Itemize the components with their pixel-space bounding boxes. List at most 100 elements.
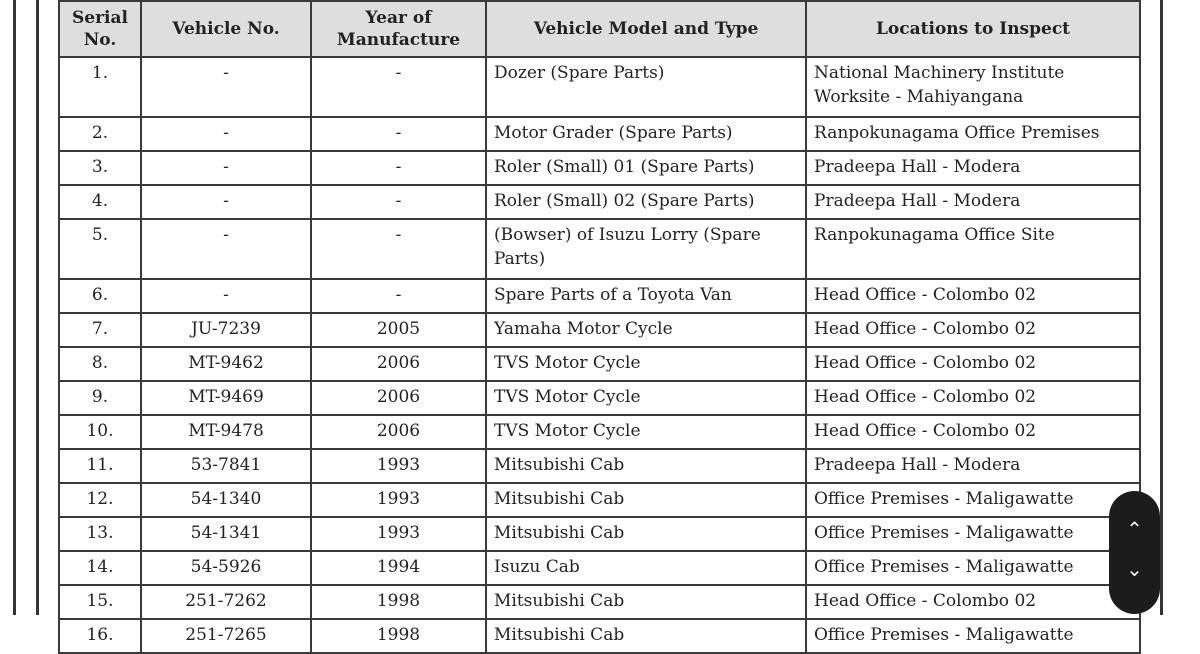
location-cell: Head Office - Colombo 02: [805, 380, 1141, 416]
model-cell: Yamaha Motor Cycle: [485, 312, 807, 348]
model-cell: (Bowser) of Isuzu Lorry (Spare Parts): [485, 218, 807, 280]
vehicle-no-cell: -: [140, 56, 312, 118]
model-cell: Mitsubishi Cab: [485, 618, 807, 654]
vehicle-no-cell: 251-7262: [140, 584, 312, 620]
year-cell: 1993: [310, 482, 487, 518]
year-cell: 1998: [310, 584, 487, 620]
model-cell: TVS Motor Cycle: [485, 380, 807, 416]
column-header: Serial No.: [58, 0, 142, 58]
model-cell: Spare Parts of a Toyota Van: [485, 278, 807, 314]
table-row: 10. MT-9478 2006 TVS Motor Cycle Head Office…: [58, 414, 1141, 450]
page-border-line: [36, 0, 39, 615]
vehicle-no-cell: 54-5926: [140, 550, 312, 586]
serial-cell: 1.: [58, 56, 142, 118]
serial-cell: 3.: [58, 150, 142, 186]
model-cell: Mitsubishi Cab: [485, 448, 807, 484]
model-cell: Mitsubishi Cab: [485, 584, 807, 620]
location-cell: Office Premises - Maligawatte: [805, 516, 1141, 552]
vehicle-no-cell: MT-9478: [140, 414, 312, 450]
location-cell: Head Office - Colombo 02: [805, 346, 1141, 382]
vehicle-no-cell: -: [140, 278, 312, 314]
vehicle-no-cell: -: [140, 116, 312, 152]
serial-cell: 7.: [58, 312, 142, 348]
vehicle-no-cell: JU-7239: [140, 312, 312, 348]
year-cell: 2006: [310, 380, 487, 416]
table-row: 14. 54-5926 1994 Isuzu Cab Office Premises -…: [58, 550, 1141, 586]
serial-cell: 4.: [58, 184, 142, 220]
page-border-line: [13, 0, 16, 615]
year-cell: 1998: [310, 618, 487, 654]
table-row: 6. - - Spare Parts of a Toyota Van Head Offi…: [58, 278, 1141, 314]
serial-cell: 8.: [58, 346, 142, 382]
serial-cell: 11.: [58, 448, 142, 484]
location-cell: Head Office - Colombo 02: [805, 414, 1141, 450]
table-row: 1. - - Dozer (Spare Parts) National Machiner…: [58, 56, 1141, 118]
serial-cell: 13.: [58, 516, 142, 552]
serial-cell: 14.: [58, 550, 142, 586]
vehicle-no-cell: -: [140, 184, 312, 220]
location-cell: Head Office - Colombo 02: [805, 278, 1141, 314]
model-cell: Roler (Small) 02 (Spare Parts): [485, 184, 807, 220]
year-cell: 2005: [310, 312, 487, 348]
year-cell: -: [310, 150, 487, 186]
model-cell: Mitsubishi Cab: [485, 516, 807, 552]
location-cell: Ranpokunagama Office Premises: [805, 116, 1141, 152]
column-header: Vehicle No.: [140, 0, 312, 58]
model-cell: TVS Motor Cycle: [485, 414, 807, 450]
location-cell: Head Office - Colombo 02: [805, 312, 1141, 348]
vehicle-no-cell: MT-9469: [140, 380, 312, 416]
chevron-up-icon[interactable]: ⌃: [1126, 517, 1143, 541]
table-row: 7. JU-7239 2005 Yamaha Motor Cycle Head Offi…: [58, 312, 1141, 348]
serial-cell: 5.: [58, 218, 142, 280]
table-row: 16. 251-7265 1998 Mitsubishi Cab Office Prem…: [58, 618, 1141, 654]
year-cell: -: [310, 218, 487, 280]
year-cell: -: [310, 56, 487, 118]
year-cell: 2006: [310, 346, 487, 382]
year-cell: 1993: [310, 516, 487, 552]
vehicle-no-cell: MT-9462: [140, 346, 312, 382]
serial-cell: 2.: [58, 116, 142, 152]
column-header: Year of Manufacture: [310, 0, 487, 58]
table-row: 15. 251-7262 1998 Mitsubishi Cab Head Office…: [58, 584, 1141, 620]
model-cell: Mitsubishi Cab: [485, 482, 807, 518]
table-row: 5. - - (Bowser) of Isuzu Lorry (Spare Parts…: [58, 218, 1141, 280]
table-row: 8. MT-9462 2006 TVS Motor Cycle Head Office …: [58, 346, 1141, 382]
location-cell: Pradeepa Hall - Modera: [805, 184, 1141, 220]
year-cell: -: [310, 278, 487, 314]
location-cell: Office Premises - Maligawatte: [805, 550, 1141, 586]
table-row: 11. 53-7841 1993 Mitsubishi Cab Pradeepa Hal…: [58, 448, 1141, 484]
column-header: Vehicle Model and Type: [485, 0, 807, 58]
table-row: 12. 54-1340 1993 Mitsubishi Cab Office Premi…: [58, 482, 1141, 518]
serial-cell: 12.: [58, 482, 142, 518]
table-header-row: Serial No. Vehicle No. Year of Manufacture…: [58, 0, 1141, 58]
year-cell: 2006: [310, 414, 487, 450]
serial-cell: 16.: [58, 618, 142, 654]
page-border-line: [1160, 0, 1163, 615]
vehicle-inspection-table: Serial No. Vehicle No. Year of Manufacture…: [58, 0, 1141, 654]
location-cell: Pradeepa Hall - Modera: [805, 448, 1141, 484]
serial-cell: 15.: [58, 584, 142, 620]
location-cell: Office Premises - Maligawatte: [805, 618, 1141, 654]
chevron-down-icon[interactable]: ⌄: [1126, 557, 1143, 581]
table-row: 4. - - Roler (Small) 02 (Spare Parts) Pradee…: [58, 184, 1141, 220]
location-cell: Office Premises - Maligawatte: [805, 482, 1141, 518]
location-cell: National Machinery Institute Worksite - …: [805, 56, 1141, 118]
table-row: 2. - - Motor Grader (Spare Parts) Ranpokunag…: [58, 116, 1141, 152]
year-cell: -: [310, 184, 487, 220]
serial-cell: 9.: [58, 380, 142, 416]
model-cell: Roler (Small) 01 (Spare Parts): [485, 150, 807, 186]
location-cell: Head Office - Colombo 02: [805, 584, 1141, 620]
serial-cell: 6.: [58, 278, 142, 314]
model-cell: TVS Motor Cycle: [485, 346, 807, 382]
column-header: Locations to Inspect: [805, 0, 1141, 58]
vehicle-no-cell: -: [140, 218, 312, 280]
vehicle-no-cell: 54-1340: [140, 482, 312, 518]
year-cell: 1993: [310, 448, 487, 484]
table-row: 3. - - Roler (Small) 01 (Spare Parts) Pradee…: [58, 150, 1141, 186]
model-cell: Motor Grader (Spare Parts): [485, 116, 807, 152]
scroll-controls: ⌃ ⌄: [1109, 491, 1160, 614]
year-cell: 1994: [310, 550, 487, 586]
location-cell: Pradeepa Hall - Modera: [805, 150, 1141, 186]
vehicle-no-cell: 54-1341: [140, 516, 312, 552]
location-cell: Ranpokunagama Office Site: [805, 218, 1141, 280]
